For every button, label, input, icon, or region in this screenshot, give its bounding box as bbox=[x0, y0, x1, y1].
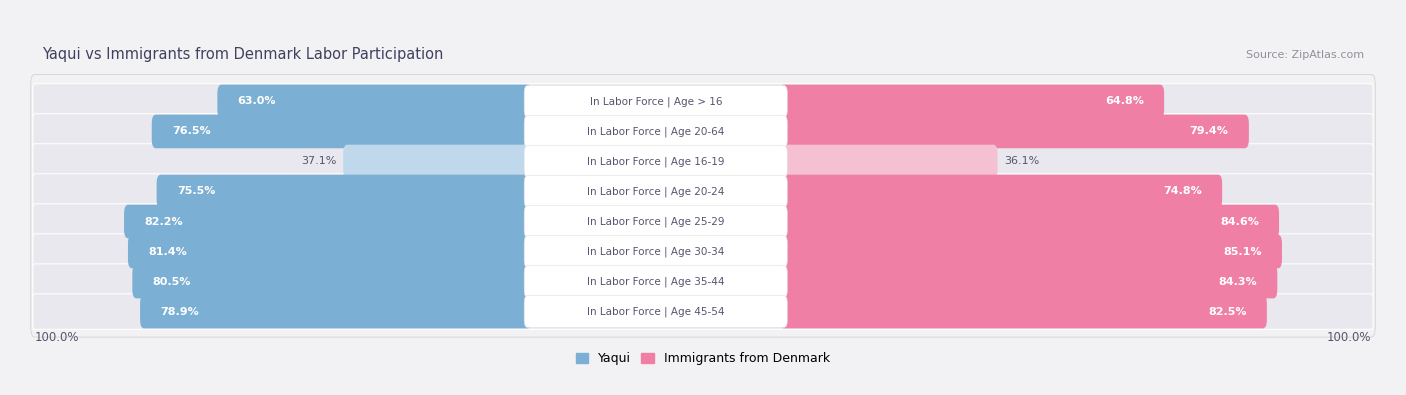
FancyBboxPatch shape bbox=[31, 74, 1375, 337]
Text: In Labor Force | Age 20-24: In Labor Force | Age 20-24 bbox=[588, 186, 724, 197]
Text: 100.0%: 100.0% bbox=[35, 331, 79, 344]
Text: 79.4%: 79.4% bbox=[1189, 126, 1229, 136]
FancyBboxPatch shape bbox=[524, 86, 787, 117]
FancyBboxPatch shape bbox=[32, 204, 1374, 239]
FancyBboxPatch shape bbox=[780, 175, 1222, 208]
FancyBboxPatch shape bbox=[524, 116, 787, 147]
FancyBboxPatch shape bbox=[32, 144, 1374, 179]
Text: In Labor Force | Age 25-29: In Labor Force | Age 25-29 bbox=[588, 216, 724, 227]
FancyBboxPatch shape bbox=[524, 146, 787, 177]
FancyBboxPatch shape bbox=[524, 176, 787, 207]
FancyBboxPatch shape bbox=[132, 265, 531, 298]
FancyBboxPatch shape bbox=[524, 236, 787, 267]
FancyBboxPatch shape bbox=[32, 114, 1374, 149]
FancyBboxPatch shape bbox=[32, 174, 1374, 209]
FancyBboxPatch shape bbox=[32, 234, 1374, 269]
Text: 76.5%: 76.5% bbox=[172, 126, 211, 136]
Text: 100.0%: 100.0% bbox=[1327, 331, 1371, 344]
Text: 80.5%: 80.5% bbox=[153, 276, 191, 286]
FancyBboxPatch shape bbox=[32, 294, 1374, 329]
Text: 82.2%: 82.2% bbox=[145, 216, 183, 226]
Text: 84.6%: 84.6% bbox=[1220, 216, 1258, 226]
Text: 84.3%: 84.3% bbox=[1219, 276, 1257, 286]
Text: 82.5%: 82.5% bbox=[1208, 307, 1247, 316]
FancyBboxPatch shape bbox=[152, 115, 531, 148]
FancyBboxPatch shape bbox=[780, 85, 1164, 118]
Text: 63.0%: 63.0% bbox=[238, 96, 276, 106]
FancyBboxPatch shape bbox=[156, 175, 531, 208]
Text: Yaqui vs Immigrants from Denmark Labor Participation: Yaqui vs Immigrants from Denmark Labor P… bbox=[42, 47, 443, 62]
FancyBboxPatch shape bbox=[524, 266, 787, 297]
Text: 36.1%: 36.1% bbox=[1004, 156, 1039, 166]
FancyBboxPatch shape bbox=[780, 265, 1277, 298]
FancyBboxPatch shape bbox=[218, 85, 531, 118]
FancyBboxPatch shape bbox=[780, 235, 1282, 268]
Text: 37.1%: 37.1% bbox=[301, 156, 336, 166]
Text: 81.4%: 81.4% bbox=[148, 246, 187, 256]
Text: In Labor Force | Age 20-64: In Labor Force | Age 20-64 bbox=[588, 126, 724, 137]
FancyBboxPatch shape bbox=[780, 115, 1249, 148]
FancyBboxPatch shape bbox=[141, 295, 531, 328]
Text: In Labor Force | Age 35-44: In Labor Force | Age 35-44 bbox=[588, 276, 724, 287]
Text: In Labor Force | Age > 16: In Labor Force | Age > 16 bbox=[589, 96, 723, 107]
Text: 74.8%: 74.8% bbox=[1163, 186, 1202, 196]
FancyBboxPatch shape bbox=[524, 296, 787, 327]
FancyBboxPatch shape bbox=[780, 145, 998, 178]
Text: In Labor Force | Age 45-54: In Labor Force | Age 45-54 bbox=[588, 307, 724, 317]
Text: In Labor Force | Age 16-19: In Labor Force | Age 16-19 bbox=[588, 156, 724, 167]
Text: 75.5%: 75.5% bbox=[177, 186, 215, 196]
Text: 78.9%: 78.9% bbox=[160, 307, 200, 316]
Legend: Yaqui, Immigrants from Denmark: Yaqui, Immigrants from Denmark bbox=[576, 352, 830, 365]
FancyBboxPatch shape bbox=[343, 145, 531, 178]
FancyBboxPatch shape bbox=[524, 206, 787, 237]
FancyBboxPatch shape bbox=[780, 295, 1267, 328]
FancyBboxPatch shape bbox=[780, 205, 1279, 238]
FancyBboxPatch shape bbox=[124, 205, 531, 238]
FancyBboxPatch shape bbox=[32, 264, 1374, 299]
Text: 64.8%: 64.8% bbox=[1105, 96, 1144, 106]
Text: In Labor Force | Age 30-34: In Labor Force | Age 30-34 bbox=[588, 246, 724, 257]
FancyBboxPatch shape bbox=[128, 235, 531, 268]
FancyBboxPatch shape bbox=[32, 84, 1374, 119]
Text: 85.1%: 85.1% bbox=[1223, 246, 1261, 256]
Text: Source: ZipAtlas.com: Source: ZipAtlas.com bbox=[1246, 50, 1364, 60]
